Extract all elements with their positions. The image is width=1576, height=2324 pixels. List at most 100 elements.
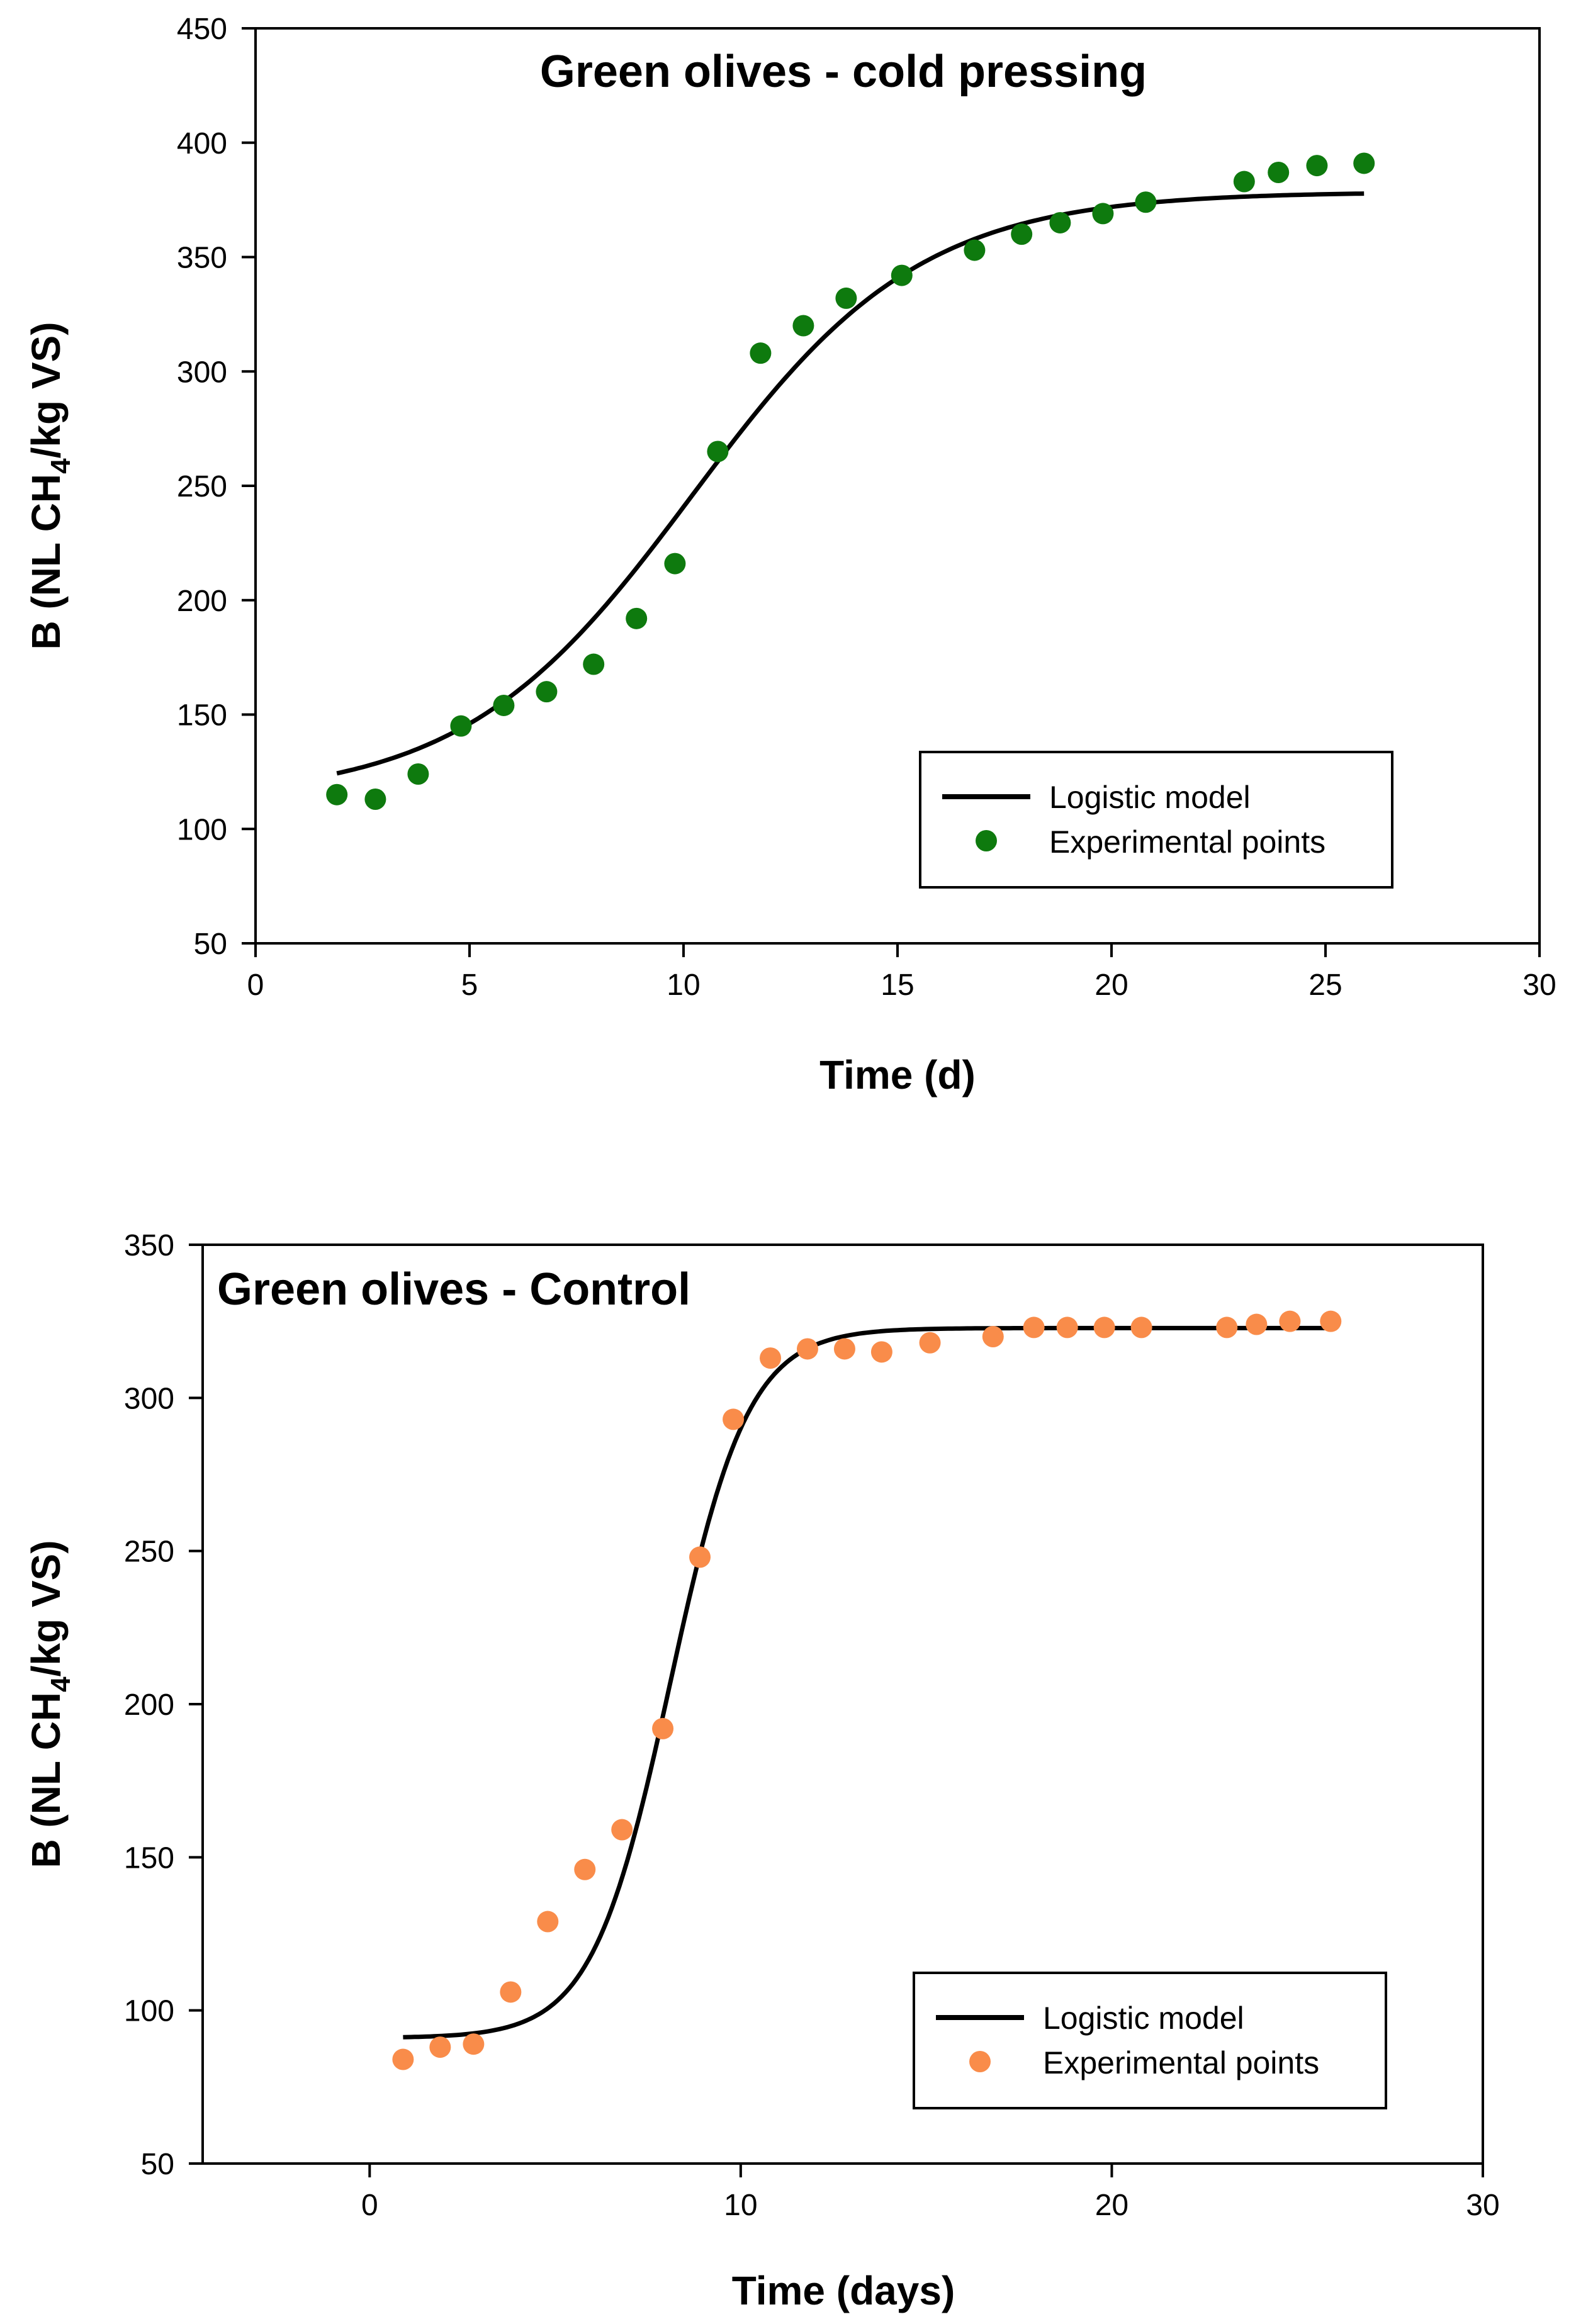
legend-box: [913, 1972, 1387, 2109]
y-axis-label-suffix: /kg VS): [23, 1540, 69, 1676]
logistic-model-curve: [336, 191, 1365, 776]
data-point: [583, 653, 605, 675]
y-axis: 50 100 150 200 250 300 350: [124, 1229, 203, 2181]
x-axis-label: Time (days): [732, 2268, 955, 2313]
data-point: [1023, 1316, 1045, 1339]
data-point: [689, 1546, 711, 1568]
model-curve-group: [336, 191, 1365, 776]
data-point: [611, 1819, 633, 1841]
data-point: [1216, 1316, 1238, 1339]
data-point: [493, 694, 515, 716]
x-tick-label: 20: [1095, 2189, 1129, 2222]
data-point: [1268, 162, 1290, 184]
data-point: [1093, 1316, 1115, 1339]
data-point: [1130, 1316, 1152, 1339]
y-tick-label: 200: [177, 585, 227, 618]
data-point: [652, 1717, 674, 1739]
data-point: [835, 287, 857, 309]
y-tick-label: 200: [124, 1688, 174, 1722]
data-point: [982, 1326, 1004, 1347]
y-axis-label-prefix: B (NL CH: [23, 1692, 69, 1868]
data-point: [326, 783, 348, 806]
data-point: [450, 715, 472, 737]
y-tick-label: 250: [124, 1535, 174, 1569]
x-axis: 0 10 20 30: [361, 2164, 1500, 2222]
data-point: [964, 239, 986, 261]
data-point: [1246, 1313, 1268, 1335]
y-tick-label: 50: [141, 2148, 174, 2181]
data-point: [664, 553, 686, 575]
chart-title: Green olives - Control: [217, 1264, 690, 1315]
experimental-points-group: [326, 152, 1375, 810]
data-point: [1049, 211, 1071, 233]
data-point: [1320, 1310, 1342, 1332]
x-tick-label: 30: [1523, 968, 1556, 1002]
legend-entry-model: Logistic model: [1049, 780, 1251, 815]
data-point: [1306, 155, 1328, 177]
chart-title: Green olives - cold pressing: [540, 47, 1147, 97]
y-tick-label: 300: [124, 1382, 174, 1415]
data-point: [1011, 223, 1033, 245]
x-tick-label: 5: [461, 968, 478, 1002]
data-point: [500, 1981, 522, 2003]
x-axis: 0 5 10 15 20 25 30: [247, 943, 1556, 1002]
data-point: [792, 315, 814, 337]
data-point: [833, 1338, 855, 1360]
data-point: [1092, 203, 1114, 225]
y-tick-label: 350: [177, 242, 227, 275]
x-tick-label: 10: [724, 2189, 757, 2222]
x-tick-label: 0: [361, 2189, 378, 2222]
chart-cold-pressing: Green olives - cold pressing 0 5 10 15 20 25 3…: [23, 13, 1556, 1097]
y-axis-label: B (NL CH4/kg VS): [23, 322, 76, 649]
logistic-model-curve: [403, 1325, 1331, 2040]
y-tick-label: 150: [124, 1841, 174, 1875]
y-tick-label: 300: [177, 356, 227, 389]
y-tick-label: 400: [177, 127, 227, 160]
y-tick-label: 250: [177, 470, 227, 503]
legend-box: [919, 751, 1393, 889]
data-point: [1233, 171, 1255, 193]
legend: Logistic model Experimental points: [919, 751, 1393, 889]
legend: Logistic model Experimental points: [913, 1972, 1387, 2109]
data-point: [796, 1338, 818, 1360]
y-axis-label-prefix: B (NL CH: [23, 474, 69, 650]
y-axis: 50 100 150 200 250 300 350 400 450: [177, 13, 256, 961]
experimental-points-group: [392, 1310, 1342, 2070]
y-tick-label: 150: [177, 699, 227, 733]
data-point: [537, 1911, 559, 1933]
data-point: [1353, 152, 1375, 174]
data-point: [1135, 191, 1157, 213]
data-point: [750, 342, 772, 364]
x-tick-label: 25: [1309, 968, 1342, 1002]
x-tick-label: 20: [1095, 968, 1128, 1002]
legend-entry-model: Logistic model: [1043, 2001, 1244, 2036]
data-point: [760, 1347, 782, 1369]
data-point: [1056, 1316, 1078, 1339]
data-point: [626, 607, 648, 629]
model-curve-group: [403, 1325, 1331, 2040]
data-point: [536, 681, 558, 703]
y-tick-label: 50: [194, 928, 227, 961]
data-point: [723, 1408, 745, 1430]
y-axis-label: B (NL CH4/kg VS): [23, 1540, 76, 1868]
legend-entry-points: Experimental points: [1049, 824, 1326, 860]
y-tick-label: 350: [124, 1229, 174, 1262]
y-axis-label-suffix: /kg VS): [23, 322, 69, 458]
data-point: [364, 788, 386, 810]
legend-marker-swatch: [976, 830, 997, 851]
data-point: [707, 441, 729, 463]
legend-entry-points: Experimental points: [1043, 2045, 1319, 2080]
x-tick-label: 10: [667, 968, 700, 1002]
y-tick-label: 100: [177, 813, 227, 846]
y-tick-label: 450: [177, 13, 227, 46]
chart-control: Green olives - Control 0 10 20 30 50 100 150 2…: [23, 1229, 1500, 2313]
x-axis-label: Time (d): [819, 1052, 976, 1097]
legend-marker-swatch: [969, 2051, 991, 2072]
data-point: [1279, 1310, 1301, 1332]
data-point: [392, 2048, 414, 2070]
y-axis-label-subscript: 4: [45, 458, 76, 474]
data-point: [919, 1332, 941, 1354]
data-point: [429, 2036, 451, 2058]
y-tick-label: 100: [124, 1995, 174, 2028]
